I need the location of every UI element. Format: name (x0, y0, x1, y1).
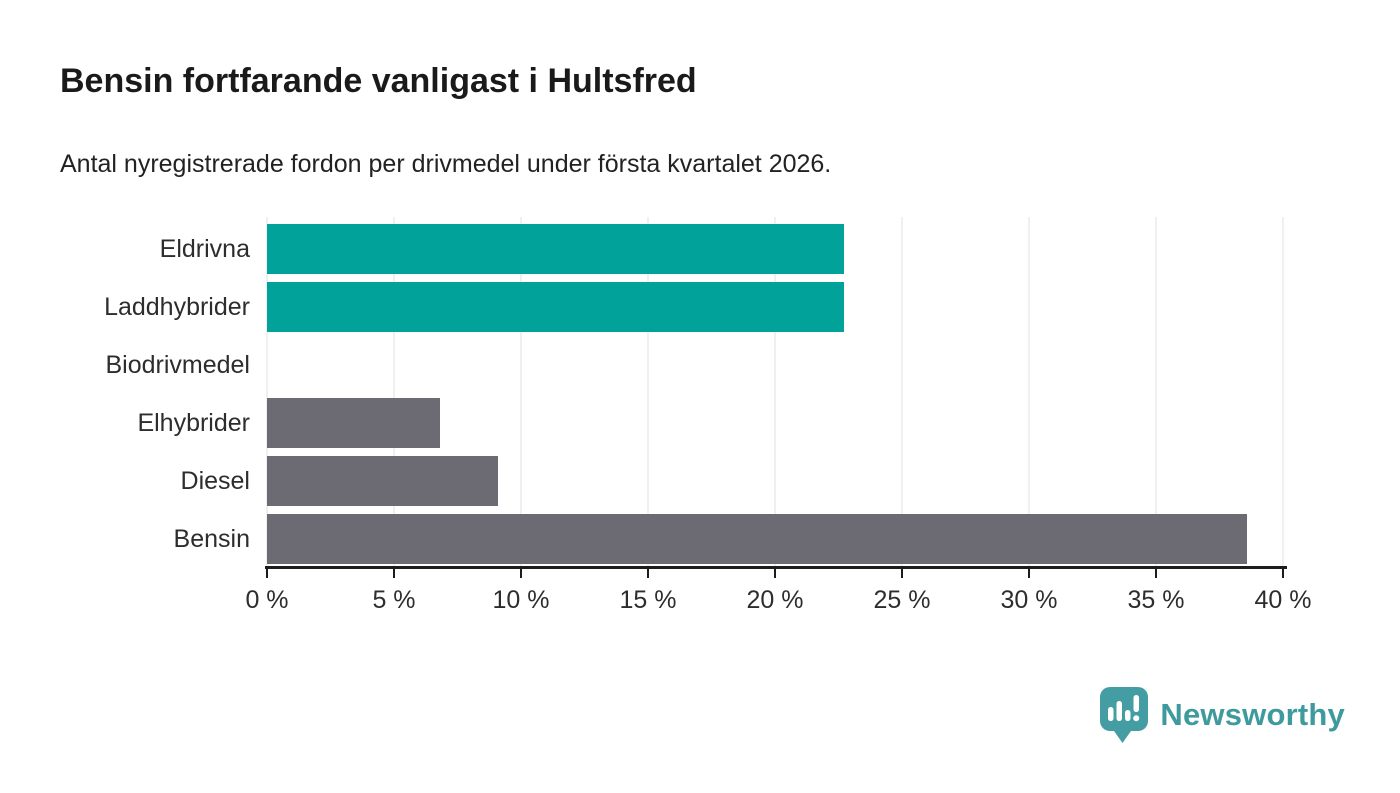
x-tick-25 (901, 569, 903, 578)
x-tick-15 (647, 569, 649, 578)
x-tick-label-30: 30 % (1000, 586, 1058, 614)
gridline-20-percent (774, 217, 776, 567)
gridline-0-percent (266, 217, 268, 567)
x-tick-35 (1155, 569, 1157, 578)
gridline-30-percent (1028, 217, 1030, 567)
x-tick-label-0: 0 % (245, 586, 289, 614)
x-tick-label-35: 35 % (1127, 586, 1185, 614)
bar-elhybrider (267, 398, 440, 448)
x-tick-40 (1282, 569, 1284, 578)
x-axis-line (265, 566, 1287, 569)
bar-laddhybrider (267, 282, 844, 332)
plot-area (266, 217, 1284, 567)
x-tick-0 (266, 569, 268, 578)
bar-bensin (267, 514, 1248, 564)
gridline-15-percent (647, 217, 649, 567)
newsworthy-branding: Newsworthy (1100, 686, 1345, 744)
category-label-biodrivmedel: Biodrivmedel (105, 350, 250, 379)
x-tick-30 (1028, 569, 1030, 578)
category-label-diesel: Diesel (180, 466, 250, 495)
gridline-25-percent (901, 217, 903, 567)
x-tick-label-10: 10 % (492, 586, 550, 614)
x-tick-20 (774, 569, 776, 578)
bar-eldrivna (267, 224, 844, 274)
category-label-laddhybrider: Laddhybrider (104, 292, 250, 321)
category-label-eldrivna: Eldrivna (159, 234, 250, 263)
bar-diesel (267, 456, 499, 506)
category-label-elhybrider: Elhybrider (137, 408, 250, 437)
gridline-10-percent (520, 217, 522, 567)
x-axis-tick-labels: 0 % 5 % 10 % 15 % 20 % 25 % 30 % 35 % 40 % (245, 586, 1311, 616)
gridline-35-percent (1155, 217, 1157, 567)
x-axis-ticks (266, 569, 1284, 579)
category-label-bensin: Bensin (173, 524, 250, 553)
x-tick-label-5: 5 % (372, 586, 416, 614)
x-tick-label-25: 25 % (873, 586, 931, 614)
y-axis-category-labels: Eldrivna Laddhybrider Biodrivmedel Elhybrid… (40, 217, 250, 567)
chart-title: Bensin fortfarande vanligast i Hultsfred (60, 62, 697, 100)
chart-subtitle: Antal nyregistrerade fordon per drivmede… (60, 150, 832, 178)
x-tick-5 (393, 569, 395, 578)
newsworthy-pin-chart-icon (1100, 686, 1149, 743)
gridline-5-percent (393, 217, 395, 567)
x-tick-label-15: 15 % (619, 586, 677, 614)
x-tick-label-40: 40 % (1254, 586, 1312, 614)
x-tick-10 (520, 569, 522, 578)
newsworthy-logo-text: Newsworthy (1160, 697, 1345, 732)
gridline-40-percent (1282, 217, 1284, 567)
x-tick-label-20: 20 % (746, 586, 804, 614)
